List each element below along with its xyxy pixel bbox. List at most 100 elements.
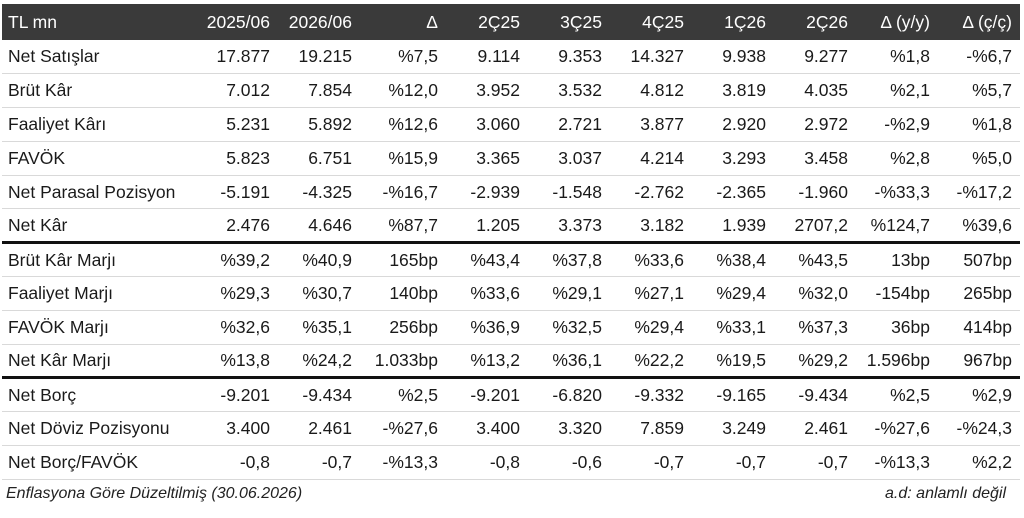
table-cell: %40,9 bbox=[278, 241, 360, 278]
table-cell: 967bp bbox=[938, 344, 1020, 379]
table-cell: -%27,6 bbox=[360, 411, 446, 447]
header-cell: Δ (ç/ç) bbox=[962, 11, 1012, 32]
table-row: Net Borç -9.201 -9.434 %2,5 -9.201 -6.820 -9.3… bbox=[2, 376, 1020, 413]
table-cell: 9.353 bbox=[528, 40, 610, 75]
table-cell: 36bp bbox=[856, 310, 938, 345]
table-cell: 2.972 bbox=[774, 107, 856, 142]
table-cell: %29,4 bbox=[610, 310, 692, 345]
table-cell: %43,5 bbox=[774, 241, 856, 278]
table-cell: 5.892 bbox=[278, 107, 360, 142]
table-cell: 3.249 bbox=[692, 411, 774, 447]
table-cell: -1.960 bbox=[774, 175, 856, 210]
financial-summary-table: TL mn 2025/06 2026/06 Δ 2Ç25 3Ç25 4Ç25 1… bbox=[2, 4, 1020, 480]
table-row: Net Borç/FAVÖK -0,8 -0,7 -%13,3 -0,8 -0,6 -0,7… bbox=[2, 445, 1020, 480]
table-cell: %37,3 bbox=[774, 310, 856, 345]
table-cell: -9.201 bbox=[446, 376, 528, 413]
table-cell: 3.400 bbox=[196, 411, 278, 447]
table-row: Brüt Kâr Marjı %39,2 %40,9 165bp %43,4 %37,8%… bbox=[2, 241, 1020, 278]
table-cell: 14.327 bbox=[610, 40, 692, 75]
table-cell: %39,6 bbox=[938, 208, 1020, 244]
table-cell: -0,6 bbox=[528, 445, 610, 480]
table-cell: 2.476 bbox=[196, 208, 278, 244]
table-cell: -154bp bbox=[856, 276, 938, 311]
table-cell: -0,7 bbox=[774, 445, 856, 480]
row-label: Brüt Kâr bbox=[2, 73, 196, 109]
table-cell: 3.877 bbox=[610, 107, 692, 142]
table-cell: %32,6 bbox=[196, 310, 278, 345]
table-cell: 13bp bbox=[856, 241, 938, 278]
header-cell: Δ bbox=[426, 11, 438, 32]
row-label: Faaliyet Marjı bbox=[2, 276, 196, 311]
table-row: FAVÖK 5.823 6.751 %15,9 3.365 3.037 4.214 3.293… bbox=[2, 141, 1020, 176]
row-label: Net Döviz Pozisyonu bbox=[2, 411, 196, 447]
table-cell: -1.548 bbox=[528, 175, 610, 210]
table-cell: 3.037 bbox=[528, 141, 610, 176]
table-cell: -%27,6 bbox=[856, 411, 938, 447]
table-cell: 3.182 bbox=[610, 208, 692, 244]
table-cell: %37,8 bbox=[528, 241, 610, 278]
table-cell: -9.332 bbox=[610, 376, 692, 413]
table-cell: %19,5 bbox=[692, 344, 774, 379]
table-cell: 3.320 bbox=[528, 411, 610, 447]
header-cell: 2Ç25 bbox=[478, 11, 520, 32]
table-cell: %43,4 bbox=[446, 241, 528, 278]
table-cell: -%17,2 bbox=[938, 175, 1020, 210]
header-cell: TL mn bbox=[8, 11, 57, 32]
table-row: Net Döviz Pozisyonu 3.400 2.461 -%27,6 3.400… bbox=[2, 411, 1020, 447]
table-cell: -2.365 bbox=[692, 175, 774, 210]
table-cell: -0,7 bbox=[610, 445, 692, 480]
table-cell: 4.214 bbox=[610, 141, 692, 176]
table-cell: -0,7 bbox=[692, 445, 774, 480]
table-cell: 3.532 bbox=[528, 73, 610, 109]
table-cell: %33,6 bbox=[446, 276, 528, 311]
table-cell: 17.877 bbox=[196, 40, 278, 75]
table-cell: %35,1 bbox=[278, 310, 360, 345]
table-cell: %2,5 bbox=[856, 376, 938, 413]
table-cell: -%13,3 bbox=[360, 445, 446, 480]
table-cell: -4.325 bbox=[278, 175, 360, 210]
table-cell: %13,2 bbox=[446, 344, 528, 379]
table-cell: 3.819 bbox=[692, 73, 774, 109]
header-cell: 2Ç26 bbox=[806, 11, 848, 32]
table-cell: 3.365 bbox=[446, 141, 528, 176]
table-cell: -%33,3 bbox=[856, 175, 938, 210]
table-cell: %5,7 bbox=[938, 73, 1020, 109]
table-cell: %1,8 bbox=[938, 107, 1020, 142]
table-cell: %124,7 bbox=[856, 208, 938, 244]
table-cell: 1.033bp bbox=[360, 344, 446, 379]
table-cell: -%13,3 bbox=[856, 445, 938, 480]
row-label: Net Borç/FAVÖK bbox=[2, 445, 196, 480]
table-cell: -%16,7 bbox=[360, 175, 446, 210]
header-row: TL mn 2025/06 2026/06 Δ 2Ç25 3Ç25 4Ç25 1… bbox=[2, 4, 1020, 40]
table-cell: 3.952 bbox=[446, 73, 528, 109]
table-cell: %29,1 bbox=[528, 276, 610, 311]
row-label: FAVÖK bbox=[2, 141, 196, 176]
table-cell: 2.920 bbox=[692, 107, 774, 142]
table-cell: -2.939 bbox=[446, 175, 528, 210]
table-cell: %30,7 bbox=[278, 276, 360, 311]
table-cell: -9.434 bbox=[278, 376, 360, 413]
table-cell: 3.458 bbox=[774, 141, 856, 176]
row-label: FAVÖK Marjı bbox=[2, 310, 196, 345]
table-cell: 7.854 bbox=[278, 73, 360, 109]
table-cell: -2.762 bbox=[610, 175, 692, 210]
table-row: Faaliyet Kârı 5.231 5.892 %12,6 3.060 2.721 3.… bbox=[2, 107, 1020, 142]
table-row: Brüt Kâr 7.012 7.854 %12,0 3.952 3.532 4.812 3.… bbox=[2, 73, 1020, 109]
table-cell: 5.231 bbox=[196, 107, 278, 142]
header-cell: 1Ç26 bbox=[724, 11, 766, 32]
table-cell: %15,9 bbox=[360, 141, 446, 176]
table-cell: 9.277 bbox=[774, 40, 856, 75]
table-cell: %29,2 bbox=[774, 344, 856, 379]
table-cell: %38,4 bbox=[692, 241, 774, 278]
table-cell: 9.938 bbox=[692, 40, 774, 75]
table-cell: 7.859 bbox=[610, 411, 692, 447]
row-label: Net Borç bbox=[2, 376, 196, 413]
table-cell: 4.035 bbox=[774, 73, 856, 109]
table-cell: 4.812 bbox=[610, 73, 692, 109]
table-cell: 7.012 bbox=[196, 73, 278, 109]
table-cell: 265bp bbox=[938, 276, 1020, 311]
header-cell: Δ (y/y) bbox=[880, 11, 930, 32]
row-label: Brüt Kâr Marjı bbox=[2, 241, 196, 278]
table-cell: 3.400 bbox=[446, 411, 528, 447]
header-cell: 3Ç25 bbox=[560, 11, 602, 32]
